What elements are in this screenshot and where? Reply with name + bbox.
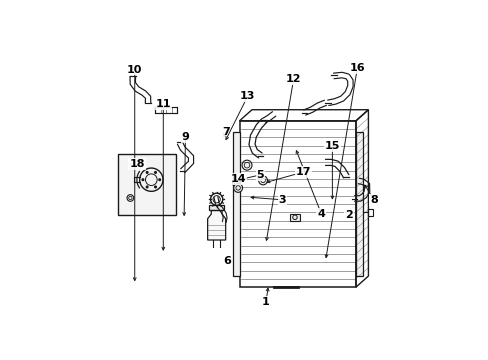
Polygon shape: [207, 210, 225, 240]
Text: 10: 10: [127, 64, 142, 75]
Text: 7: 7: [222, 127, 229, 137]
Text: 3: 3: [278, 195, 285, 205]
Circle shape: [146, 172, 148, 173]
Polygon shape: [232, 132, 239, 276]
Text: 9: 9: [181, 132, 189, 143]
Text: 15: 15: [324, 141, 339, 151]
Text: 14: 14: [230, 174, 245, 184]
Text: 11: 11: [155, 99, 171, 109]
Circle shape: [242, 160, 251, 170]
Circle shape: [154, 186, 156, 188]
Text: 17: 17: [295, 167, 310, 177]
Polygon shape: [289, 214, 299, 221]
Text: 16: 16: [349, 63, 365, 73]
Text: 5: 5: [256, 170, 264, 180]
Circle shape: [258, 176, 267, 185]
Circle shape: [146, 186, 148, 188]
Circle shape: [233, 184, 242, 192]
Text: 18: 18: [129, 159, 144, 169]
Text: 12: 12: [285, 74, 301, 84]
Text: 13: 13: [240, 91, 255, 101]
Text: 1: 1: [262, 297, 269, 307]
Circle shape: [232, 180, 239, 187]
Text: 8: 8: [369, 195, 377, 205]
Polygon shape: [209, 205, 224, 210]
Text: 4: 4: [317, 209, 325, 219]
Text: 2: 2: [345, 210, 352, 220]
Circle shape: [159, 179, 160, 180]
Text: 6: 6: [223, 256, 230, 266]
Circle shape: [154, 172, 156, 173]
Polygon shape: [355, 132, 362, 276]
FancyBboxPatch shape: [117, 154, 175, 215]
Circle shape: [142, 179, 143, 180]
